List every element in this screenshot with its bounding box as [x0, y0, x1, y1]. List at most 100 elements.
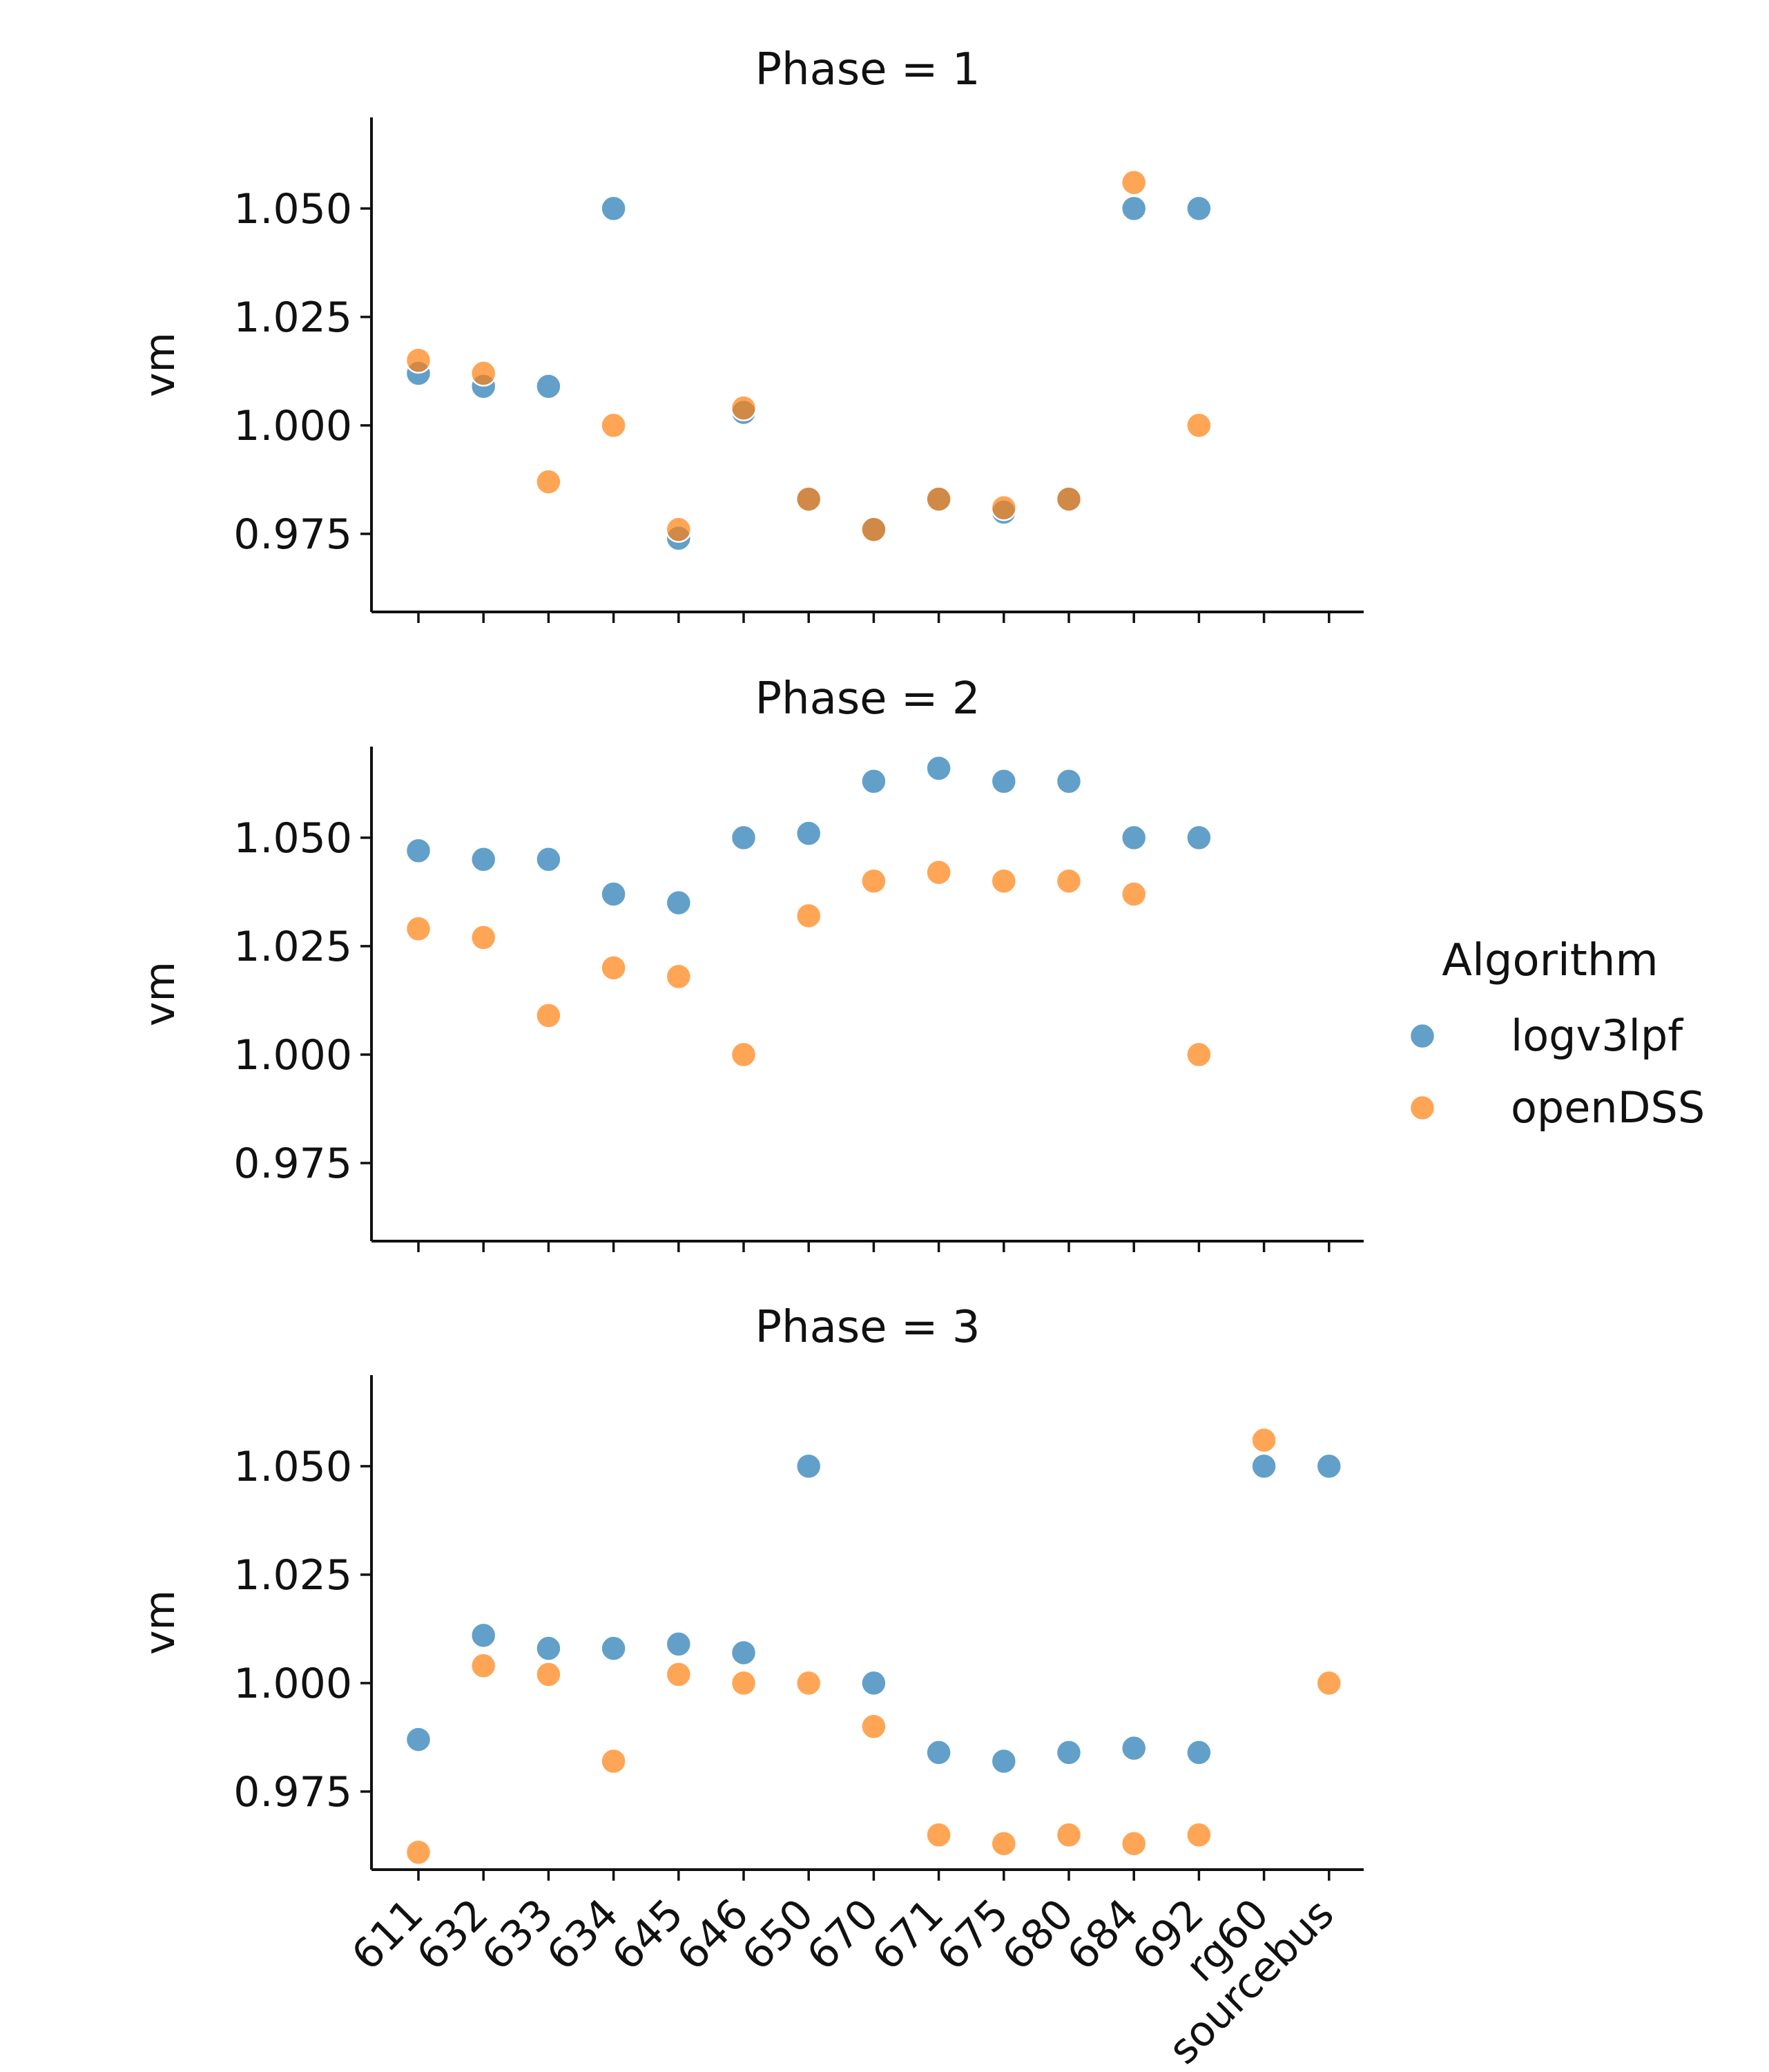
data-point-openDSS-680 [1055, 867, 1083, 894]
data-point-openDSS-670 [860, 1713, 887, 1740]
data-point-openDSS-sourcebus [1315, 1669, 1343, 1697]
legend-marker-openDSS [1409, 1094, 1436, 1122]
facet-panel-1: Phase = 1 0.975 1.000 1.025 1.050 vm [136, 44, 1364, 623]
data-point-openDSS-692 [1186, 412, 1212, 439]
data-point-openDSS-684 [1120, 1830, 1148, 1857]
data-point-openDSS-645 [665, 963, 693, 990]
data-point-logv3lpf-632 [470, 846, 497, 873]
data-point-logv3lpf-684 [1120, 195, 1148, 222]
y-tick-label: 1.000 [233, 1031, 352, 1080]
y-tick-label: 1.000 [233, 1660, 352, 1708]
y-tick-label: 0.975 [233, 1140, 352, 1188]
series-openDSS [405, 169, 1212, 543]
data-point-openDSS-671 [925, 1821, 952, 1849]
data-point-logv3lpf-650 [795, 1452, 822, 1480]
data-point-openDSS-633 [535, 468, 562, 495]
data-point-openDSS-645 [665, 1661, 693, 1688]
data-point-openDSS-634 [600, 955, 627, 981]
y-tick-label: 1.050 [233, 1443, 352, 1491]
legend-label-openDSS: openDSS [1511, 1082, 1705, 1133]
series-openDSS [405, 858, 1212, 1068]
data-point-logv3lpf-634 [600, 195, 627, 222]
data-point-openDSS-645 [665, 516, 693, 543]
data-point-openDSS-646 [730, 1041, 757, 1068]
data-point-openDSS-611 [405, 915, 432, 943]
legend: Algorithm logv3lpf openDSS [1409, 935, 1705, 1133]
data-point-logv3lpf-632 [470, 1622, 497, 1649]
data-point-logv3lpf-633 [535, 1635, 562, 1662]
legend-title: Algorithm [1442, 935, 1658, 986]
data-point-openDSS-684 [1120, 881, 1148, 908]
facet-panel-3: Phase = 3 0.975 1.000 1.025 1.050 vm [136, 1302, 1364, 1881]
data-point-logv3lpf-680 [1055, 1739, 1083, 1766]
data-point-openDSS-611 [405, 1839, 432, 1866]
data-point-openDSS-rg60 [1250, 1426, 1277, 1454]
data-point-logv3lpf-633 [535, 373, 562, 400]
series-logv3lpf [405, 1452, 1343, 1775]
data-point-logv3lpf-671 [925, 1739, 952, 1766]
y-axis-label: vm [136, 961, 184, 1026]
data-point-logv3lpf-rg60 [1250, 1452, 1277, 1480]
data-point-logv3lpf-646 [730, 824, 757, 852]
data-point-openDSS-632 [470, 360, 497, 387]
legend-label-logv3lpf: logv3lpf [1511, 1010, 1684, 1061]
data-point-logv3lpf-670 [860, 767, 887, 795]
data-point-logv3lpf-692 [1186, 195, 1212, 222]
y-tick-label: 0.975 [233, 1768, 352, 1816]
x-tick-labels: 611632633634645646650670671675680684692r… [342, 1890, 1343, 2072]
data-point-logv3lpf-692 [1186, 1739, 1212, 1766]
data-point-openDSS-692 [1186, 1041, 1212, 1068]
y-tick-label: 1.050 [233, 185, 352, 233]
data-point-openDSS-680 [1055, 486, 1083, 512]
data-point-openDSS-646 [730, 1669, 757, 1697]
data-point-openDSS-670 [860, 867, 887, 894]
y-tick-label: 1.000 [233, 402, 352, 450]
data-point-logv3lpf-684 [1120, 824, 1148, 852]
data-point-openDSS-632 [470, 1652, 497, 1680]
facet-panel-2: Phase = 2 0.975 1.000 1.025 1.050 vm [136, 673, 1364, 1252]
data-point-logv3lpf-671 [925, 755, 952, 782]
data-point-logv3lpf-650 [795, 820, 822, 847]
data-point-openDSS-675 [990, 867, 1018, 894]
data-point-openDSS-671 [925, 486, 952, 512]
data-point-logv3lpf-633 [535, 846, 562, 873]
data-point-logv3lpf-646 [730, 1639, 757, 1667]
data-point-logv3lpf-sourcebus [1315, 1452, 1343, 1480]
data-point-openDSS-646 [730, 394, 757, 422]
data-point-openDSS-675 [990, 1830, 1018, 1857]
data-point-openDSS-632 [470, 924, 497, 951]
series-openDSS [405, 1426, 1343, 1866]
data-point-logv3lpf-692 [1186, 824, 1212, 852]
data-point-logv3lpf-611 [405, 837, 432, 864]
series-logv3lpf [405, 755, 1212, 917]
data-point-openDSS-650 [795, 1669, 822, 1697]
data-point-openDSS-692 [1186, 1821, 1212, 1849]
y-tick-label: 1.025 [233, 1551, 352, 1600]
data-point-openDSS-670 [860, 516, 887, 543]
data-point-logv3lpf-670 [860, 1669, 887, 1697]
facet-title: Phase = 3 [755, 1302, 980, 1353]
data-point-openDSS-650 [795, 902, 822, 930]
data-point-logv3lpf-645 [665, 889, 693, 917]
data-point-openDSS-675 [990, 495, 1018, 521]
data-point-openDSS-611 [405, 347, 432, 374]
y-axis-label: vm [136, 332, 184, 397]
data-point-logv3lpf-680 [1055, 767, 1083, 795]
y-tick-label: 0.975 [233, 510, 352, 559]
legend-marker-logv3lpf [1409, 1022, 1436, 1050]
data-point-openDSS-634 [600, 412, 627, 439]
facet-title: Phase = 1 [755, 44, 980, 95]
y-tick-label: 1.025 [233, 294, 352, 342]
data-point-logv3lpf-675 [990, 767, 1018, 795]
data-point-logv3lpf-675 [990, 1747, 1018, 1775]
data-point-logv3lpf-611 [405, 1726, 432, 1753]
data-point-logv3lpf-684 [1120, 1734, 1148, 1762]
data-point-openDSS-633 [535, 1661, 562, 1688]
data-point-openDSS-680 [1055, 1821, 1083, 1849]
data-point-openDSS-634 [600, 1747, 627, 1775]
data-point-logv3lpf-645 [665, 1631, 693, 1658]
y-tick-label: 1.025 [233, 923, 352, 971]
data-point-logv3lpf-634 [600, 881, 627, 908]
